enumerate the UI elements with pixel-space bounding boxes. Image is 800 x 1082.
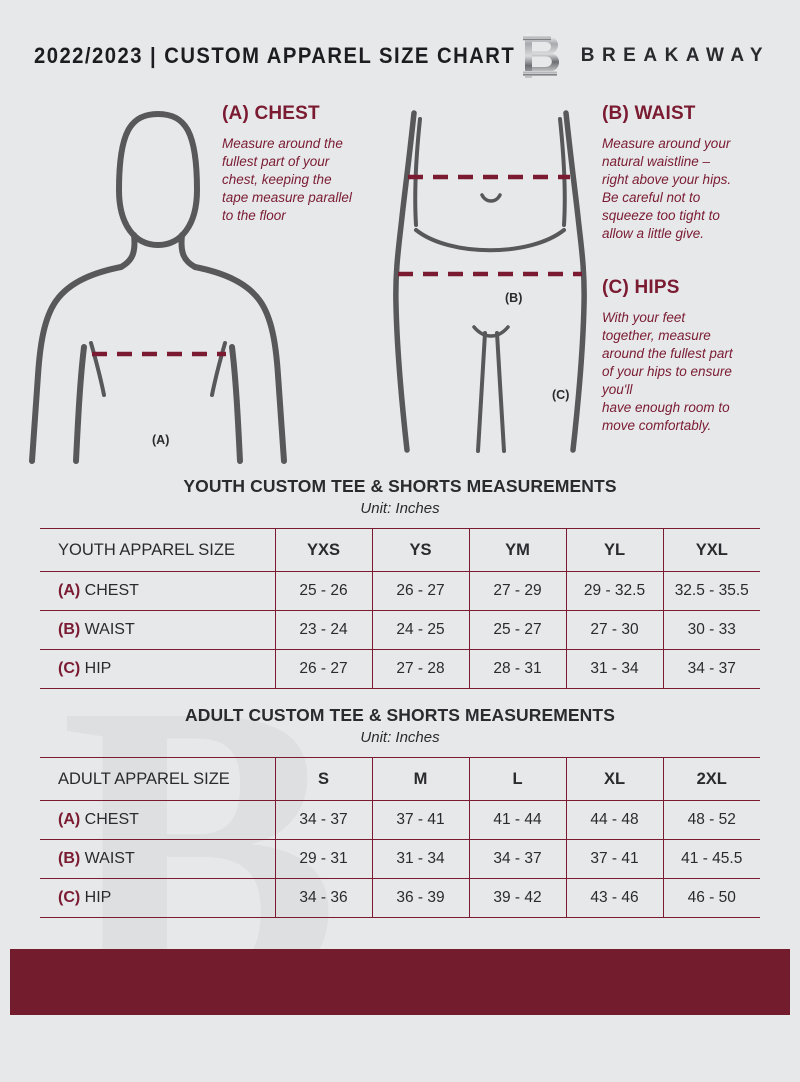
callout-chest-body: Measure around the fullest part of your … xyxy=(222,136,352,224)
youth-cell-2-4: 34 - 37 xyxy=(662,649,760,689)
adult-cell-2-1: 36 - 39 xyxy=(371,878,470,918)
youth-cell-2-1: 27 - 28 xyxy=(371,649,470,689)
callout-hips-body: With your feet together, measure around … xyxy=(602,310,733,434)
adult-size-table: ADULT APPAREL SIZE S M L XL 2XL (A) CHES… xyxy=(40,757,760,918)
youth-size-col-4: YXL xyxy=(662,528,760,572)
row-tag: (B) xyxy=(58,621,81,638)
adult-row-label-1: (B) WAIST xyxy=(40,839,276,879)
adult-cell-2-0: 34 - 36 xyxy=(274,878,373,918)
adult-cell-0-4: 48 - 52 xyxy=(662,800,760,840)
adult-cell-0-0: 34 - 37 xyxy=(274,800,373,840)
diagram-label-a: (A) xyxy=(152,433,170,447)
adult-size-col-0: S xyxy=(274,757,373,801)
callout-chest-title: (A) CHEST xyxy=(222,103,320,124)
callout-waist-body: Measure around your natural waistline – … xyxy=(602,136,732,242)
adult-cell-2-4: 46 - 50 xyxy=(662,878,760,918)
callout-hips: (C) HIPS With your feet together, measur… xyxy=(602,277,782,436)
lower-body-figure xyxy=(393,110,587,453)
row-tag: (B) xyxy=(58,850,81,867)
brand-name: BREAKAWAY xyxy=(580,45,770,66)
adult-cell-1-3: 37 - 41 xyxy=(565,839,664,879)
adult-section-title: ADULT CUSTOM TEE & SHORTS MEASUREMENTS xyxy=(185,705,615,725)
footer-bar xyxy=(10,949,790,1015)
table-row: (A) CHEST 25 - 26 26 - 27 27 - 29 29 - 3… xyxy=(40,571,760,611)
youth-cell-0-4: 32.5 - 35.5 xyxy=(662,571,760,611)
row-label-text: CHEST xyxy=(84,811,139,828)
upper-body-figure xyxy=(29,110,287,464)
youth-cell-2-3: 31 - 34 xyxy=(565,649,664,689)
row-label-text: WAIST xyxy=(84,621,135,638)
adult-cell-0-3: 44 - 48 xyxy=(565,800,664,840)
row-tag: (A) xyxy=(58,582,81,599)
diagram-label-c: (C) xyxy=(552,388,570,402)
youth-cell-0-0: 25 - 26 xyxy=(274,571,373,611)
row-label-text: CHEST xyxy=(84,582,139,599)
callout-waist: (B) WAIST Measure around your natural wa… xyxy=(602,103,782,243)
table-row: (A) CHEST 34 - 37 37 - 41 41 - 44 44 - 4… xyxy=(40,800,760,840)
youth-size-col-1: YS xyxy=(371,528,470,572)
table-row: (B) WAIST 23 - 24 24 - 25 25 - 27 27 - 3… xyxy=(40,610,760,650)
row-tag: (C) xyxy=(58,889,81,906)
callout-hips-title: (C) HIPS xyxy=(602,277,680,298)
adult-cell-1-1: 31 - 34 xyxy=(371,839,470,879)
adult-size-col-1: M xyxy=(371,757,470,801)
row-label-text: WAIST xyxy=(84,850,135,867)
youth-row-label-1: (B) WAIST xyxy=(40,610,276,650)
callout-waist-title: (B) WAIST xyxy=(602,103,696,124)
youth-size-table: YOUTH APPAREL SIZE YXS YS YM YL YXL (A) … xyxy=(40,528,760,689)
youth-size-col-3: YL xyxy=(565,528,664,572)
youth-size-col-2: YM xyxy=(468,528,567,572)
table-row: (C) HIP 34 - 36 36 - 39 39 - 42 43 - 46 … xyxy=(40,878,760,918)
table-header-row: ADULT APPAREL SIZE S M L XL 2XL xyxy=(40,757,760,801)
youth-cell-2-0: 26 - 27 xyxy=(274,649,373,689)
adult-cell-1-4: 41 - 45.5 xyxy=(662,839,760,879)
table-row: (B) WAIST 29 - 31 31 - 34 34 - 37 37 - 4… xyxy=(40,839,760,879)
adult-size-col-2: L xyxy=(468,757,567,801)
youth-row-label-2: (C) HIP xyxy=(40,649,276,689)
youth-section: YOUTH CUSTOM TEE & SHORTS MEASUREMENTS U… xyxy=(40,476,760,689)
youth-cell-0-1: 26 - 27 xyxy=(371,571,470,611)
adult-cell-2-2: 39 - 42 xyxy=(468,878,567,918)
adult-size-header: ADULT APPAREL SIZE xyxy=(40,757,276,801)
callout-chest: (A) CHEST Measure around the fullest par… xyxy=(222,103,397,225)
page-title: 2022/2023 | CUSTOM APPAREL SIZE CHART xyxy=(34,43,516,68)
adult-section: ADULT CUSTOM TEE & SHORTS MEASUREMENTS U… xyxy=(40,705,760,918)
table-header-row: YOUTH APPAREL SIZE YXS YS YM YL YXL xyxy=(40,528,760,572)
youth-cell-0-2: 27 - 29 xyxy=(468,571,567,611)
youth-cell-1-2: 25 - 27 xyxy=(468,610,567,650)
measurement-diagrams: (A) (B) (C) (A) CHEST Measure around the… xyxy=(0,95,800,475)
adult-size-col-3: XL xyxy=(565,757,664,801)
adult-row-label-2: (C) HIP xyxy=(40,878,276,918)
youth-section-title: YOUTH CUSTOM TEE & SHORTS MEASUREMENTS xyxy=(183,476,617,496)
adult-section-unit: Unit: Inches xyxy=(360,729,440,746)
youth-cell-0-3: 29 - 32.5 xyxy=(565,571,664,611)
adult-cell-0-2: 41 - 44 xyxy=(468,800,567,840)
adult-cell-0-1: 37 - 41 xyxy=(371,800,470,840)
page-header: 2022/2023 | CUSTOM APPAREL SIZE CHART BR… xyxy=(0,28,800,84)
youth-row-label-0: (A) CHEST xyxy=(40,571,276,611)
adult-size-col-4: 2XL xyxy=(662,757,760,801)
diagram-label-b: (B) xyxy=(505,291,523,305)
adult-cell-1-0: 29 - 31 xyxy=(274,839,373,879)
youth-size-col-0: YXS xyxy=(274,528,373,572)
adult-cell-1-2: 34 - 37 xyxy=(468,839,567,879)
youth-cell-1-0: 23 - 24 xyxy=(274,610,373,650)
brand-logo: BREAKAWAY xyxy=(522,33,770,79)
adult-cell-2-3: 43 - 46 xyxy=(565,878,664,918)
row-tag: (A) xyxy=(58,811,81,828)
youth-cell-1-3: 27 - 30 xyxy=(565,610,664,650)
row-label-text: HIP xyxy=(84,660,112,677)
adult-row-label-0: (A) CHEST xyxy=(40,800,276,840)
youth-cell-2-2: 28 - 31 xyxy=(468,649,567,689)
youth-section-unit: Unit: Inches xyxy=(360,500,440,517)
row-label-text: HIP xyxy=(84,889,112,906)
youth-cell-1-4: 30 - 33 xyxy=(662,610,760,650)
youth-cell-1-1: 24 - 25 xyxy=(371,610,470,650)
youth-size-header: YOUTH APPAREL SIZE xyxy=(40,528,276,572)
row-tag: (C) xyxy=(58,660,81,677)
table-row: (C) HIP 26 - 27 27 - 28 28 - 31 31 - 34 … xyxy=(40,649,760,689)
breakaway-b-monogram-icon xyxy=(522,34,559,78)
